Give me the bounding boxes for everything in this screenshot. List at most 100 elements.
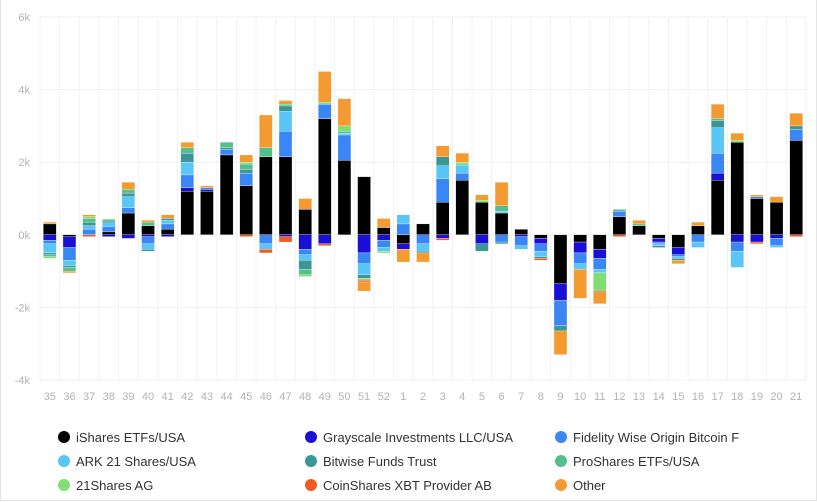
bar-segment[interactable] xyxy=(377,218,391,228)
bar-segment[interactable] xyxy=(62,234,77,237)
bar-segment[interactable] xyxy=(278,236,293,243)
bar-segment[interactable] xyxy=(475,194,489,201)
bar-segment[interactable] xyxy=(337,134,352,161)
bar-segment[interactable] xyxy=(769,234,784,239)
bar-segment[interactable] xyxy=(278,100,293,105)
bar-segment[interactable] xyxy=(161,214,175,219)
bar-segment[interactable] xyxy=(671,258,685,261)
bar-segment[interactable] xyxy=(632,220,646,225)
bar-segment[interactable] xyxy=(691,241,705,248)
bar-segment[interactable] xyxy=(278,105,293,112)
bar-segment[interactable] xyxy=(278,234,293,237)
bar-segment[interactable] xyxy=(730,241,744,252)
bar-segment[interactable] xyxy=(730,133,744,141)
bar-segment[interactable] xyxy=(553,330,568,355)
bar-segment[interactable] xyxy=(494,241,509,245)
bar-segment[interactable] xyxy=(161,234,175,237)
bar-segment[interactable] xyxy=(435,201,450,235)
legend-item[interactable]: Other xyxy=(555,476,798,494)
bar-segment[interactable] xyxy=(377,250,391,254)
bar-segment[interactable] xyxy=(435,156,450,166)
legend-item[interactable]: ARK 21 Shares/USA xyxy=(58,452,305,470)
bar-segment[interactable] xyxy=(671,234,685,248)
bar-segment[interactable] xyxy=(435,178,450,203)
bar-segment[interactable] xyxy=(337,125,352,132)
bar-segment[interactable] xyxy=(573,252,587,264)
bar-segment[interactable] xyxy=(121,207,136,214)
bar-segment[interactable] xyxy=(514,236,528,246)
bar-segment[interactable] xyxy=(318,118,332,235)
legend-item[interactable]: 21Shares AG xyxy=(58,476,305,494)
bar-segment[interactable] xyxy=(200,191,214,235)
bar-segment[interactable] xyxy=(710,172,725,181)
bar-segment[interactable] xyxy=(337,131,352,134)
bar-segment[interactable] xyxy=(180,147,194,154)
bar-segment[interactable] xyxy=(455,172,469,181)
bar-segment[interactable] xyxy=(671,260,685,264)
bar-segment[interactable] xyxy=(141,234,155,237)
bar-segment[interactable] xyxy=(435,234,450,239)
bar-segment[interactable] xyxy=(710,103,725,119)
bar-segment[interactable] xyxy=(475,201,489,235)
bar-segment[interactable] xyxy=(534,238,548,245)
bar-segment[interactable] xyxy=(593,234,607,250)
bar-segment[interactable] xyxy=(632,225,646,235)
bar-segment[interactable] xyxy=(593,272,607,292)
bar-segment[interactable] xyxy=(43,223,57,235)
bar-segment[interactable] xyxy=(337,133,352,136)
bar-segment[interactable] xyxy=(416,250,430,254)
legend-item[interactable]: Bitwise Funds Trust xyxy=(305,452,555,470)
bar-segment[interactable] xyxy=(652,243,666,246)
bar-segment[interactable] xyxy=(475,234,489,245)
bar-segment[interactable] xyxy=(612,216,627,235)
bar-segment[interactable] xyxy=(62,247,77,261)
bar-segment[interactable] xyxy=(62,267,77,272)
bar-segment[interactable] xyxy=(396,214,411,225)
bar-segment[interactable] xyxy=(259,234,273,245)
bar-segment[interactable] xyxy=(62,260,77,266)
bar-segment[interactable] xyxy=(710,127,725,154)
bar-segment[interactable] xyxy=(455,152,469,163)
bar-segment[interactable] xyxy=(357,252,371,264)
bar-segment[interactable] xyxy=(259,114,273,148)
bar-segment[interactable] xyxy=(43,256,57,259)
bar-segment[interactable] xyxy=(337,98,352,127)
bar-segment[interactable] xyxy=(730,234,744,243)
bar-segment[interactable] xyxy=(514,234,528,237)
bar-segment[interactable] xyxy=(357,263,371,275)
bar-segment[interactable] xyxy=(43,240,57,245)
bar-segment[interactable] xyxy=(769,201,784,235)
bar-segment[interactable] xyxy=(730,140,744,143)
bar-segment[interactable] xyxy=(553,234,568,284)
legend-item[interactable]: ProShares ETFs/USA xyxy=(555,452,798,470)
bar-segment[interactable] xyxy=(62,265,77,268)
bar-segment[interactable] xyxy=(455,162,469,165)
bar-segment[interactable] xyxy=(730,250,744,268)
bar-segment[interactable] xyxy=(534,243,548,252)
bar-segment[interactable] xyxy=(121,192,136,197)
bar-segment[interactable] xyxy=(514,245,528,250)
bar-segment[interactable] xyxy=(298,260,312,270)
bar-segment[interactable] xyxy=(357,274,371,279)
bar-segment[interactable] xyxy=(318,234,332,245)
bar-segment[interactable] xyxy=(180,191,194,235)
bar-segment[interactable] xyxy=(632,223,646,226)
bar-segment[interactable] xyxy=(239,162,253,165)
bar-segment[interactable] xyxy=(200,185,214,188)
bar-segment[interactable] xyxy=(789,129,803,141)
legend-item[interactable]: Fidelity Wise Origin Bitcoin F xyxy=(555,428,798,446)
bar-segment[interactable] xyxy=(259,249,273,254)
bar-segment[interactable] xyxy=(318,102,332,105)
bar-segment[interactable] xyxy=(180,152,194,163)
bar-segment[interactable] xyxy=(789,125,803,130)
bar-segment[interactable] xyxy=(416,252,430,263)
bar-segment[interactable] xyxy=(259,243,273,250)
bar-segment[interactable] xyxy=(494,234,509,243)
bar-segment[interactable] xyxy=(534,234,548,239)
bar-segment[interactable] xyxy=(534,250,548,257)
bar-segment[interactable] xyxy=(161,229,175,235)
bar-segment[interactable] xyxy=(593,292,607,304)
bar-segment[interactable] xyxy=(573,269,587,299)
bar-segment[interactable] xyxy=(357,234,371,254)
bar-segment[interactable] xyxy=(141,220,155,223)
